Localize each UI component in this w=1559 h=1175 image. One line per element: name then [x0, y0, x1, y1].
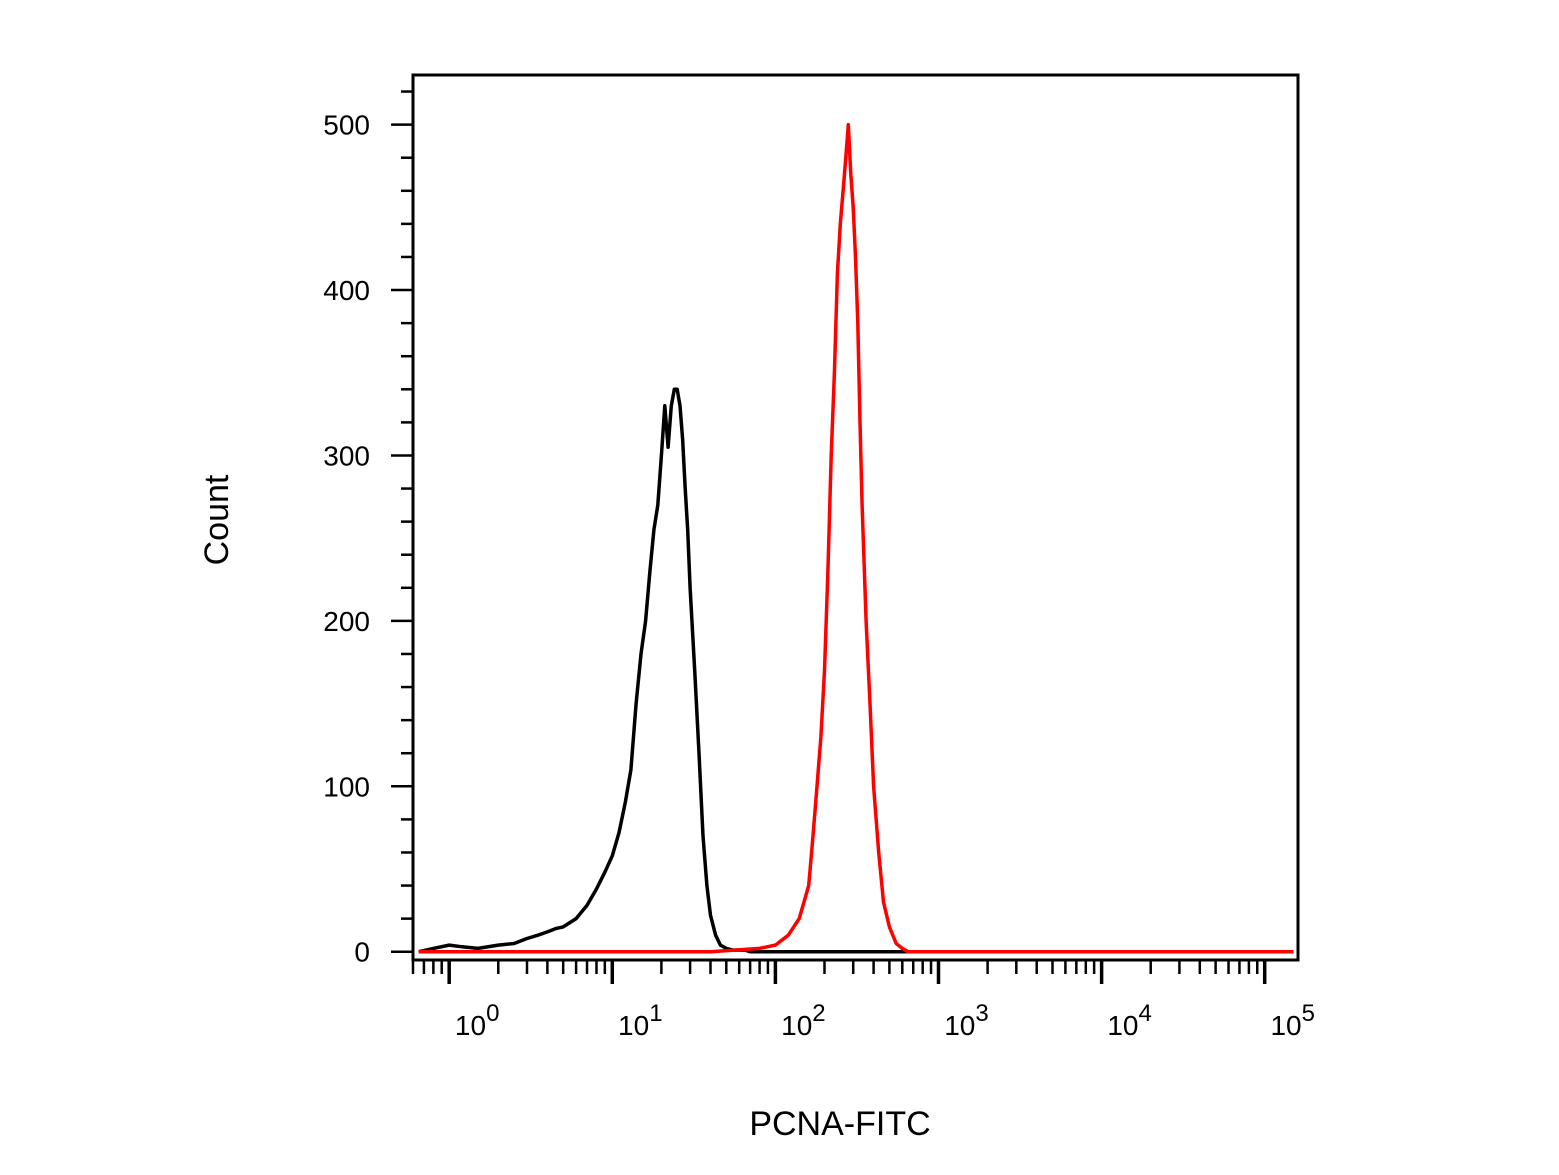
y-tick-label: 500 [323, 110, 370, 141]
x-axis: 100 101 102 103 104 105 [411, 960, 1315, 1041]
x-tick-exponent: 3 [975, 1000, 988, 1027]
y-tick-label: 400 [323, 275, 370, 306]
series-line-1 [418, 387, 1294, 954]
x-axis-title: PCNA-FITC [749, 1105, 930, 1143]
plot-frame [411, 73, 1300, 962]
x-tick-label: 104 [1107, 1000, 1152, 1041]
x-tick-label: 105 [1270, 1000, 1315, 1041]
x-tick-exponent: 1 [649, 1000, 662, 1027]
y-tick-label: 100 [323, 771, 370, 802]
x-tick-label: 103 [944, 1000, 989, 1041]
x-tick-base: 10 [781, 1010, 812, 1041]
x-tick-label: 101 [618, 1000, 663, 1041]
y-tick-label: 0 [354, 937, 370, 968]
x-tick-exponent: 2 [812, 1000, 825, 1027]
x-tick-exponent: 4 [1139, 1000, 1152, 1027]
x-tick-base: 10 [618, 1010, 649, 1041]
y-tick-label: 200 [323, 606, 370, 637]
x-tick-exponent: 5 [1302, 1000, 1315, 1027]
x-tick-base: 10 [1270, 1010, 1301, 1041]
x-tick-label: 100 [455, 1000, 500, 1041]
x-tick-exponent: 0 [486, 1000, 499, 1027]
y-tick-label: 300 [323, 440, 370, 471]
x-tick-base: 10 [1107, 1010, 1138, 1041]
y-axis-title: Count [198, 474, 236, 565]
x-tick-base: 10 [944, 1010, 975, 1041]
x-tick-base: 10 [455, 1010, 486, 1041]
y-axis: 0 100 200 300 400 500 [323, 90, 413, 968]
series-line-2 [418, 122, 1294, 954]
x-tick-label: 102 [781, 1000, 826, 1041]
series-layer [418, 122, 1294, 954]
